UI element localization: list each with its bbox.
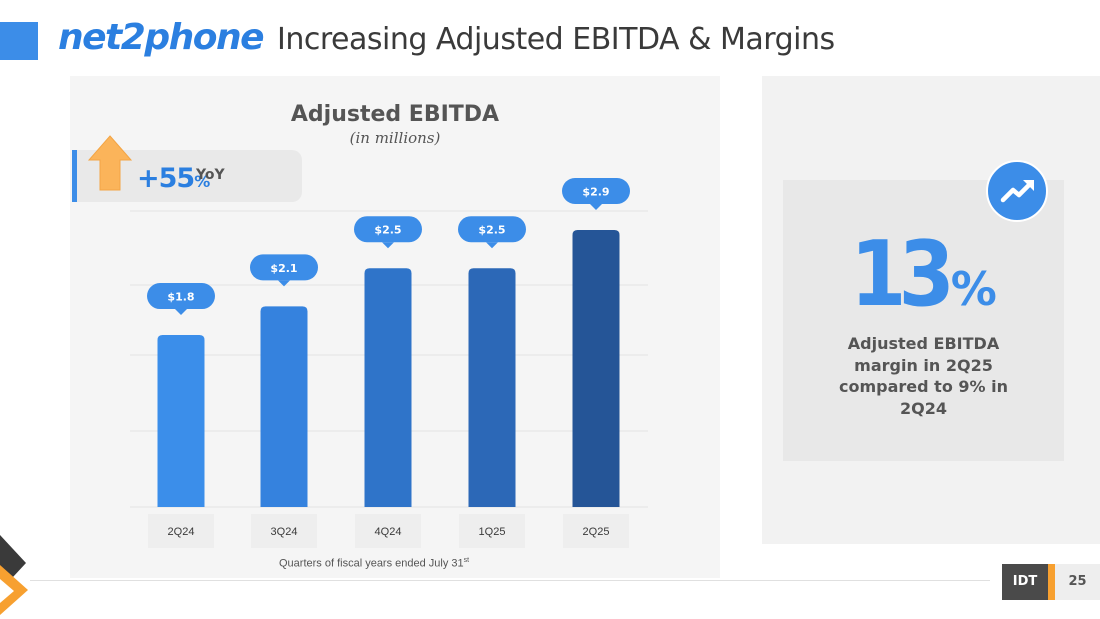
tick-label-bg [355, 514, 421, 548]
kpi-card [783, 180, 1064, 461]
chart-footnote: Quarters of fiscal years ended July 31st [279, 557, 470, 570]
data-label-pill [147, 283, 215, 310]
bar-3q24 [260, 306, 308, 507]
data-label-pointer [382, 242, 394, 249]
data-label-text: $2.5 [478, 224, 505, 237]
data-label-text: $2.9 [582, 185, 609, 198]
data-label-text: $1.8 [167, 291, 194, 304]
chart-title: Adjusted EBITDA [290, 102, 500, 127]
yoy-value: +55% [137, 163, 210, 194]
data-label-3q24: $2.1 [250, 254, 318, 287]
tick-label-bg [563, 514, 629, 548]
kpi-value: 13% [850, 222, 997, 327]
tick-label-text: 3Q24 [271, 526, 298, 538]
tick-label-3q24: 3Q24 [251, 514, 317, 548]
tick-label-text: 4Q24 [375, 526, 402, 538]
data-label-2q25: $2.9 [562, 177, 630, 210]
up-arrow-icon [87, 135, 133, 191]
data-label-pointer [486, 242, 498, 249]
net2phone-logo: net2phone [58, 17, 265, 58]
tick-label-2q24: 2Q24 [148, 514, 214, 548]
data-label-pill [354, 216, 422, 243]
trend-up-icon [986, 160, 1048, 222]
footer-divider [30, 580, 990, 581]
chart-subtitle: (in millions) [349, 129, 441, 147]
company-badge-accent [1048, 564, 1055, 600]
data-label-pill [562, 177, 630, 204]
company-badge: IDT [1002, 564, 1048, 600]
tick-label-text: 1Q25 [479, 526, 506, 538]
data-label-pill [458, 216, 526, 243]
data-label-1q25: $2.5 [458, 216, 526, 249]
corner-decoration [0, 535, 28, 615]
data-label-text: $2.5 [374, 224, 401, 237]
data-label-2q24: $1.8 [147, 283, 215, 316]
tick-label-1q25: 1Q25 [459, 514, 525, 548]
data-label-pill [250, 254, 318, 281]
bar-1q25 [468, 268, 516, 507]
header-accent-square [0, 22, 38, 60]
tick-label-bg [251, 514, 317, 548]
data-label-pointer [278, 280, 290, 287]
kpi-description: Adjusted EBITDA margin in 2Q25 compared … [839, 334, 1008, 418]
tick-label-2q25: 2Q25 [563, 514, 629, 548]
bar-4q24 [364, 268, 412, 507]
tick-label-text: 2Q24 [168, 526, 195, 538]
data-label-4q24: $2.5 [354, 216, 422, 249]
page-number: 25 [1055, 564, 1100, 600]
bar-2q25 [572, 229, 620, 507]
data-label-pointer [590, 203, 602, 210]
yoy-label: YoY [196, 167, 225, 183]
data-label-pointer [175, 309, 187, 316]
tick-label-4q24: 4Q24 [355, 514, 421, 548]
tick-label-bg [148, 514, 214, 548]
data-label-text: $2.1 [270, 262, 297, 275]
tick-label-text: 2Q25 [583, 526, 610, 538]
page-title: Increasing Adjusted EBITDA & Margins [277, 22, 835, 57]
tick-label-bg [459, 514, 525, 548]
bar-2q24 [157, 335, 205, 507]
